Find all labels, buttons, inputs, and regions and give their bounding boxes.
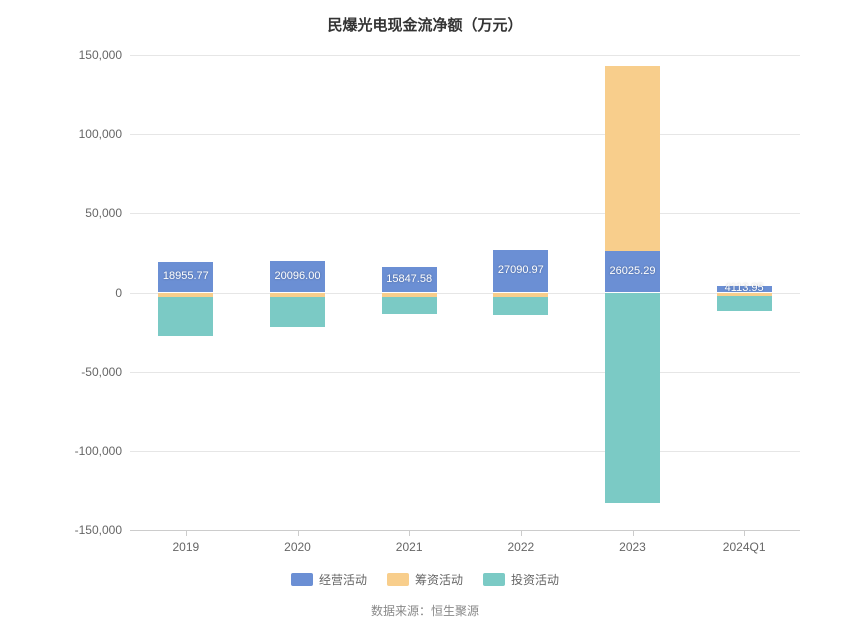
bar-value-label: 26025.29 bbox=[610, 265, 656, 277]
gridline bbox=[130, 55, 800, 56]
legend-label: 经营活动 bbox=[319, 571, 367, 588]
plot-area: -150,000-100,000-50,000050,000100,000150… bbox=[130, 55, 800, 530]
gridline bbox=[130, 134, 800, 135]
bar-group: 15847.58 bbox=[382, 55, 437, 530]
x-axis-tick bbox=[744, 530, 745, 536]
y-axis-label: 50,000 bbox=[85, 206, 122, 220]
legend-item-financing[interactable]: 筹资活动 bbox=[387, 571, 463, 588]
y-axis-label: 100,000 bbox=[79, 127, 122, 141]
bar-value-label: 15847.58 bbox=[386, 273, 432, 285]
legend-item-operating[interactable]: 经营活动 bbox=[291, 571, 367, 588]
x-axis-label: 2022 bbox=[507, 540, 534, 554]
x-axis-tick bbox=[521, 530, 522, 536]
bar-value-label: 27090.97 bbox=[498, 264, 544, 276]
bar-value-label: 18955.77 bbox=[163, 270, 209, 282]
bar-seg-investing bbox=[382, 297, 437, 314]
bar-seg-financing bbox=[605, 66, 660, 251]
legend-swatch bbox=[387, 573, 409, 586]
gridline bbox=[130, 372, 800, 373]
bar-group: 20096.00 bbox=[270, 55, 325, 530]
bar-seg-investing bbox=[270, 297, 325, 326]
data-source-label: 数据来源：恒生聚源 bbox=[0, 602, 850, 619]
legend-swatch bbox=[291, 573, 313, 586]
bar-seg-investing bbox=[717, 296, 772, 311]
gridline bbox=[130, 293, 800, 294]
bar-group: 27090.97 bbox=[493, 55, 548, 530]
bar-seg-investing bbox=[605, 293, 660, 504]
bar-group: 4113.95 bbox=[717, 55, 772, 530]
y-axis-label: -150,000 bbox=[75, 523, 122, 537]
bar-value-label: 4113.95 bbox=[725, 282, 764, 294]
chart-container: 民爆光电现金流净额（万元） -150,000-100,000-50,000050… bbox=[0, 0, 850, 637]
legend-item-investing[interactable]: 投资活动 bbox=[483, 571, 559, 588]
x-axis-label: 2021 bbox=[396, 540, 423, 554]
y-axis-label: -50,000 bbox=[81, 365, 122, 379]
gridline bbox=[130, 451, 800, 452]
y-axis-label: -100,000 bbox=[75, 444, 122, 458]
x-axis-label: 2023 bbox=[619, 540, 646, 554]
bar-value-label: 20096.00 bbox=[275, 270, 321, 282]
legend-label: 筹资活动 bbox=[415, 571, 463, 588]
x-axis-label: 2024Q1 bbox=[723, 540, 766, 554]
gridline bbox=[130, 213, 800, 214]
y-axis-label: 0 bbox=[115, 286, 122, 300]
x-axis-tick bbox=[409, 530, 410, 536]
x-axis-tick bbox=[298, 530, 299, 536]
x-axis-line bbox=[130, 530, 800, 531]
bar-group: 18955.77 bbox=[158, 55, 213, 530]
bar-seg-investing bbox=[493, 297, 548, 314]
legend: 经营活动 筹资活动 投资活动 bbox=[0, 571, 850, 589]
bar-group: 26025.29 bbox=[605, 55, 660, 530]
legend-label: 投资活动 bbox=[511, 571, 559, 588]
x-axis-tick bbox=[186, 530, 187, 536]
chart-title: 民爆光电现金流净额（万元） bbox=[0, 0, 850, 35]
x-axis-label: 2019 bbox=[172, 540, 199, 554]
x-axis-label: 2020 bbox=[284, 540, 311, 554]
x-axis-tick bbox=[633, 530, 634, 536]
bar-seg-investing bbox=[158, 297, 213, 336]
legend-swatch bbox=[483, 573, 505, 586]
y-axis-label: 150,000 bbox=[79, 48, 122, 62]
